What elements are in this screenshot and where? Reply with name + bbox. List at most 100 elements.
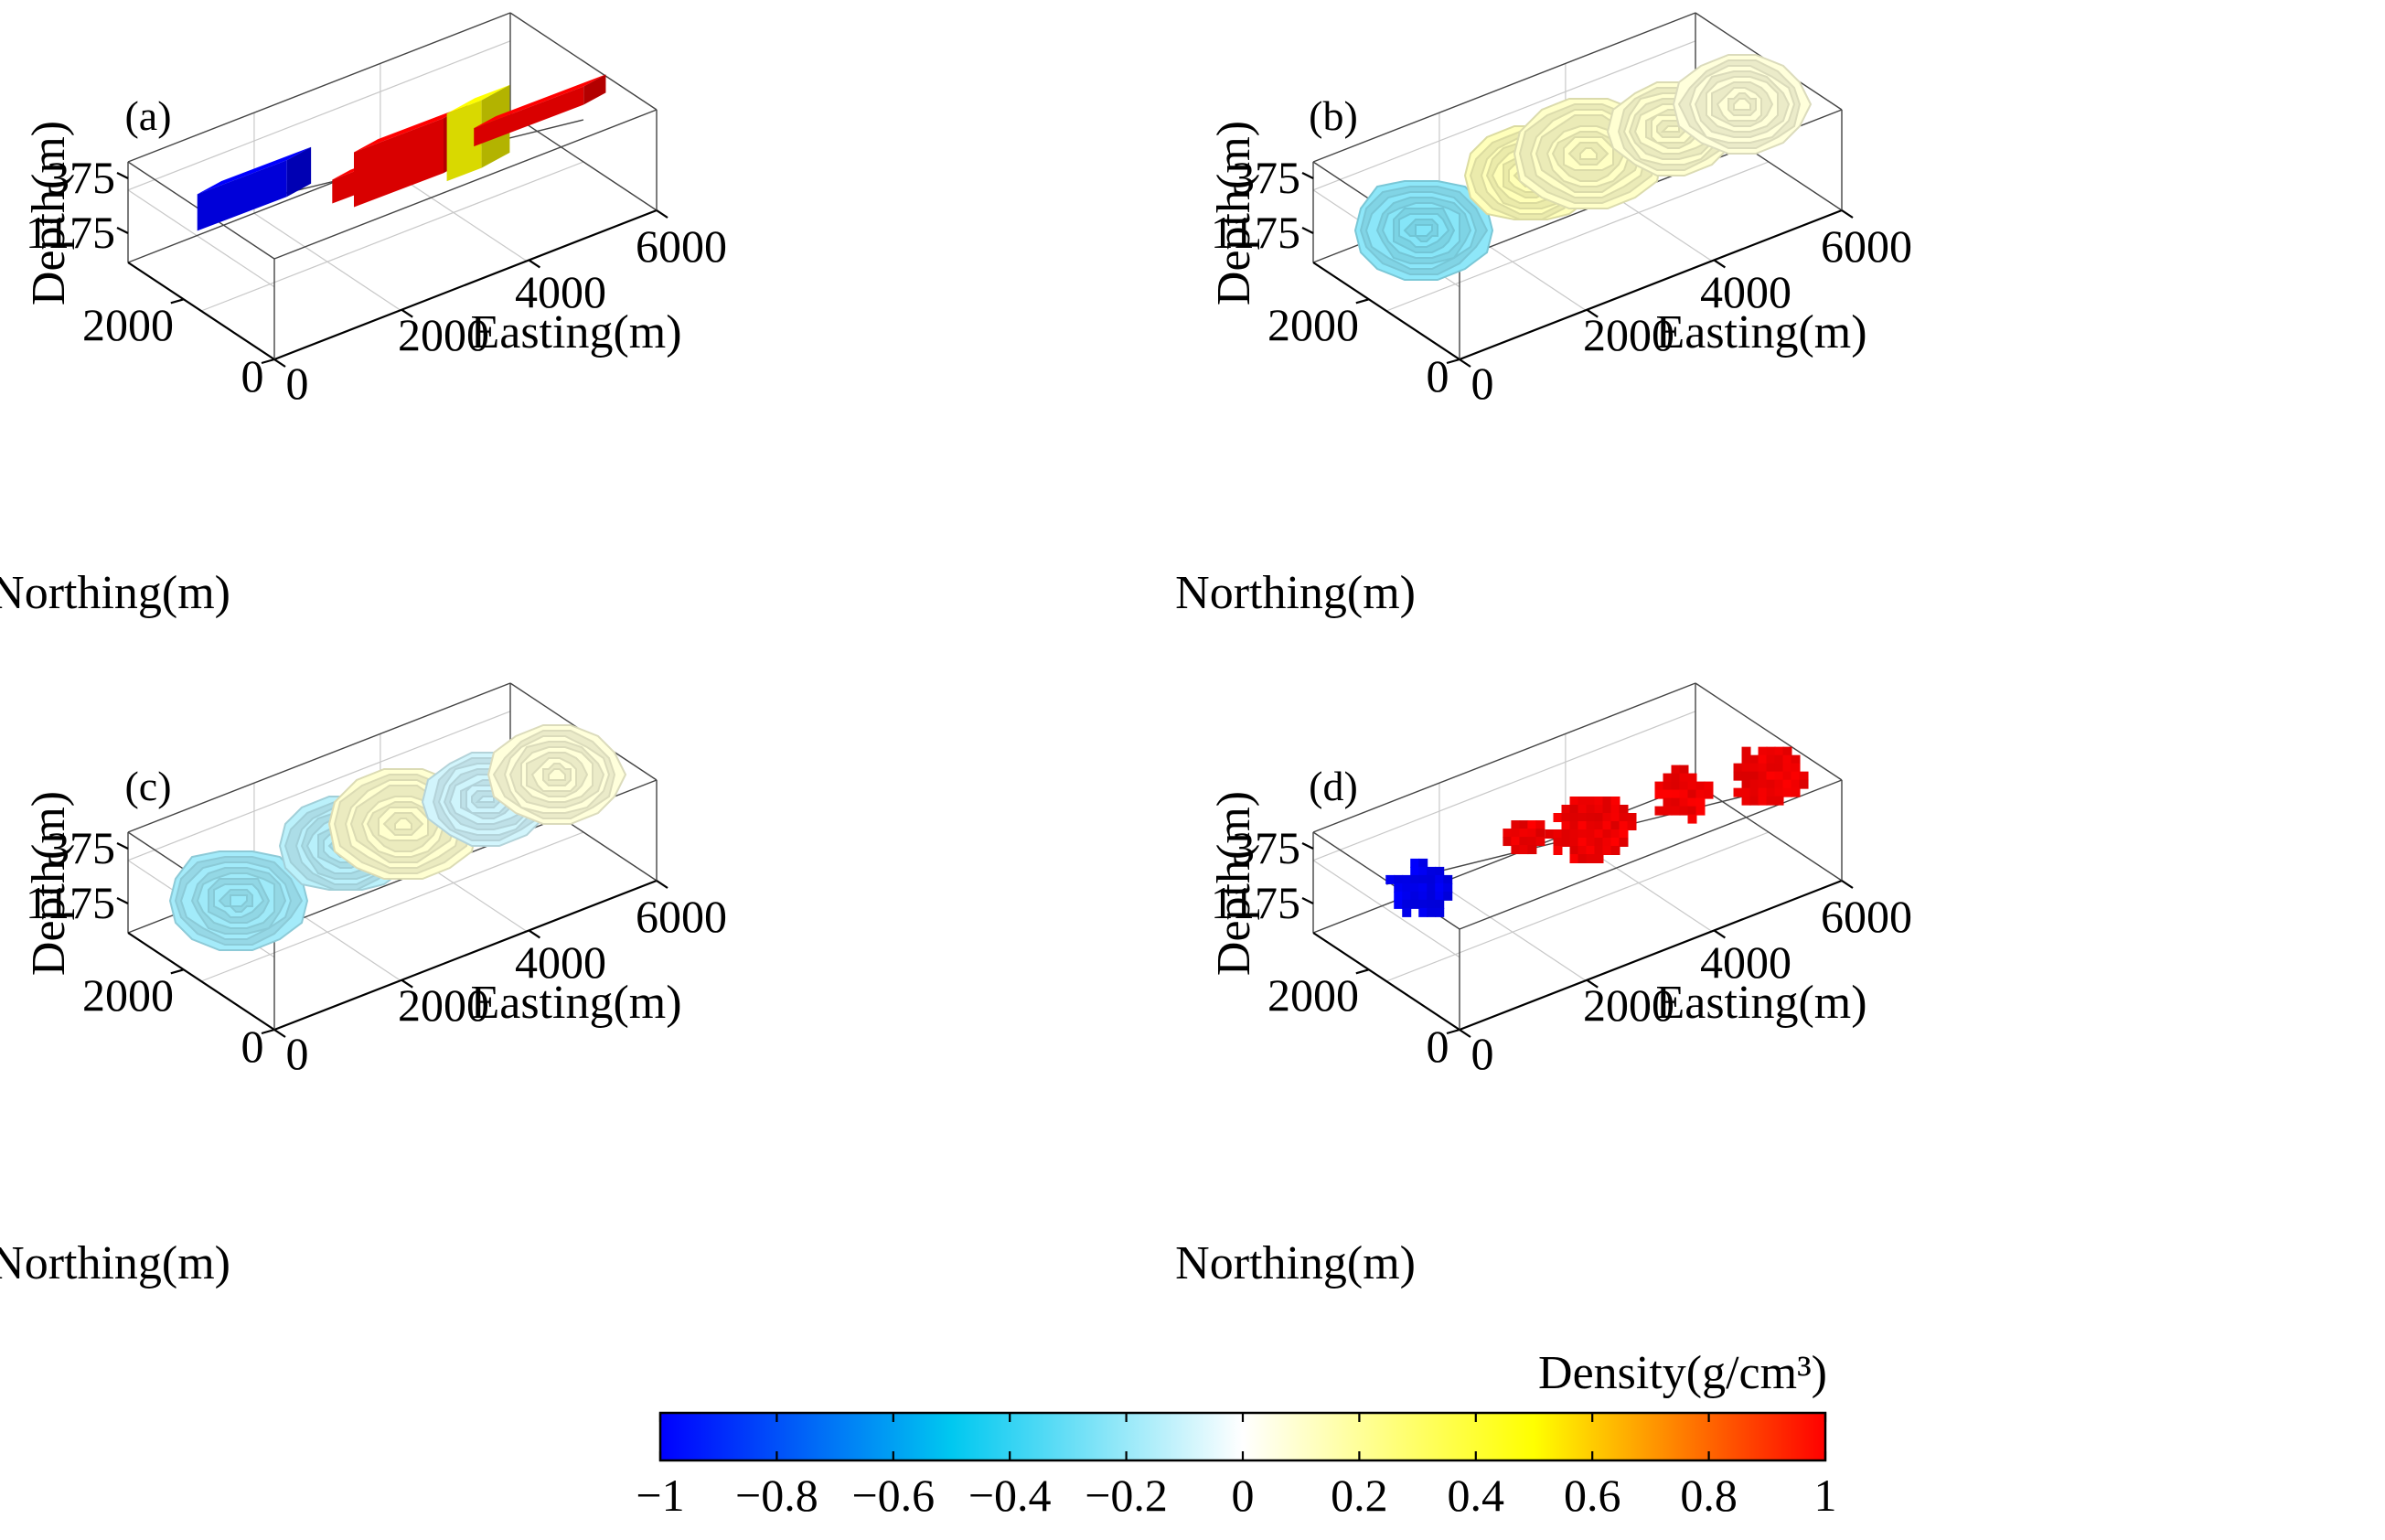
density-body (1569, 838, 1579, 847)
box-edge (1459, 779, 1843, 930)
northing-tick (170, 968, 185, 975)
northing-axis-label: Northing(m) (1175, 1237, 1416, 1289)
density-body (1610, 846, 1620, 855)
density-body (1758, 771, 1768, 781)
density-body (1561, 838, 1571, 847)
easting-tick-label: 0 (1471, 1028, 1494, 1079)
density-body (1578, 797, 1588, 806)
density-body (230, 894, 248, 907)
depth-tick (1301, 172, 1314, 179)
density-body (1394, 874, 1404, 884)
density-body (1663, 806, 1673, 816)
density-body (1594, 846, 1604, 855)
density-body (1527, 829, 1537, 839)
density-body (1610, 821, 1620, 830)
depth-tick (1301, 897, 1314, 904)
density-body-side (286, 146, 312, 198)
density-body (1758, 779, 1768, 789)
density-body (1561, 821, 1571, 830)
density-body (1774, 763, 1784, 773)
density-body (1569, 813, 1579, 822)
density-body-side (583, 74, 606, 105)
colorbar-tick-label: −0.6 (851, 1470, 935, 1521)
density-body (1594, 813, 1604, 822)
density-body (1410, 866, 1420, 876)
density-body (1679, 789, 1689, 799)
easting-tick (528, 929, 540, 939)
density-body (1561, 805, 1571, 814)
density-body (1663, 797, 1673, 807)
easting-tick-label: 6000 (636, 891, 727, 942)
northing-tick-label: 0 (241, 1021, 264, 1072)
density-body (1619, 838, 1629, 847)
northing-tick (261, 1028, 275, 1035)
density-body (1766, 754, 1776, 765)
density-body (1741, 746, 1751, 756)
density-body (1418, 882, 1428, 893)
easting-tick-label: 2000 (1583, 309, 1674, 360)
density-body (1627, 821, 1637, 830)
easting-tick-label: 6000 (636, 220, 727, 272)
density-body (1578, 854, 1588, 863)
density-body (1627, 813, 1637, 822)
depth-axis-label: Depth(m) (23, 791, 75, 976)
density-body (1610, 829, 1620, 839)
density-body (1791, 771, 1801, 781)
colorbar-tick-label: 0.8 (1680, 1470, 1738, 1521)
depth-axis-label: Depth(m) (1208, 121, 1260, 305)
density-body (1774, 771, 1784, 781)
density-body (1578, 813, 1588, 822)
sidewall-grid-line (127, 189, 275, 288)
easting-tick-label: 2000 (398, 979, 489, 1031)
depth-tick (116, 897, 129, 904)
density-body (1527, 837, 1537, 847)
density-body (1679, 781, 1689, 791)
density-body (1679, 773, 1689, 783)
northing-tick-label: 0 (241, 350, 264, 401)
density-body (1687, 806, 1697, 816)
colorbar-tick-label: 0.6 (1564, 1470, 1621, 1521)
density-body (1733, 763, 1743, 773)
density-body (1394, 882, 1404, 893)
easting-tick (401, 979, 413, 989)
density-body (1511, 837, 1521, 847)
box-edge (1695, 682, 1843, 781)
density-body (1427, 882, 1437, 893)
box-edge (273, 109, 658, 260)
density-body (1766, 746, 1776, 756)
density-body (1663, 789, 1673, 799)
northing-axis (127, 932, 275, 1031)
density-body-top (354, 104, 468, 153)
easting-tick (528, 259, 540, 269)
density-body (1749, 771, 1759, 781)
easting-tick-label: 2000 (1583, 979, 1674, 1031)
easting-tick (1459, 1029, 1471, 1038)
density-body (1527, 820, 1537, 830)
easting-tick-label: 0 (286, 1028, 309, 1079)
northing-axis-label: Northing(m) (0, 567, 230, 619)
density-body (1578, 829, 1588, 839)
density-body (1654, 781, 1664, 791)
backwall-grid-line (1312, 711, 1696, 861)
density-body (1791, 787, 1801, 797)
density-body (1782, 779, 1792, 789)
density-body (1402, 899, 1412, 909)
density-body (1782, 771, 1792, 781)
density-body (1427, 866, 1437, 876)
depth-tick-label: 375 (47, 152, 115, 203)
density-body (1610, 797, 1620, 806)
easting-tick (656, 209, 668, 219)
panel-label: (c) (124, 763, 171, 809)
sidewall-grid-line (1312, 860, 1460, 958)
density-body (1687, 789, 1697, 799)
easting-tick (1713, 259, 1726, 269)
easting-tick (1459, 358, 1471, 368)
density-body (1679, 797, 1689, 807)
northing-tick-label: 2000 (82, 969, 174, 1021)
density-body (1782, 746, 1792, 756)
northing-axis-label: Northing(m) (1175, 567, 1416, 619)
density-body (1578, 805, 1588, 814)
density-body (1704, 789, 1714, 799)
